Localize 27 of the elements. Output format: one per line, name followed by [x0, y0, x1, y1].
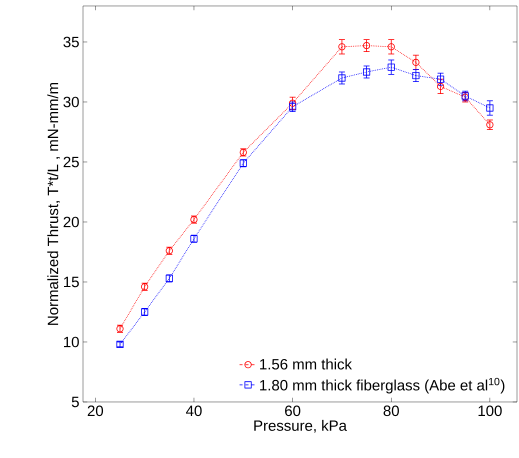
point: [338, 74, 346, 82]
point: [362, 42, 370, 50]
x-tick-label: 40: [186, 406, 202, 416]
point: [486, 104, 494, 112]
point: [388, 43, 395, 50]
legend-label: 1.56 mm thick: [260, 358, 352, 370]
y-tick-label: 10: [64, 336, 79, 348]
x-tick-label: 100: [478, 406, 502, 416]
y-tick-label: 20: [64, 216, 79, 228]
x-tick-label: 20: [88, 406, 104, 416]
x-tick-label: 60: [285, 406, 300, 416]
y-axis-title: Normalized Thrust, T*t/L , mN-mm/m: [47, 82, 60, 325]
point: [412, 72, 420, 80]
point: [436, 76, 444, 83]
point: [436, 82, 444, 90]
legend-label: 1.80 mm thick fiberglass (Abe et al$^{10}$): [260, 378, 504, 394]
point: [338, 43, 346, 50]
point: [388, 64, 395, 71]
x-axis-title: Pressure, kPa: [254, 420, 347, 433]
x-tick-label: 80: [384, 406, 399, 416]
y-tick-label: 5: [72, 396, 79, 408]
y-tick-label: 25: [64, 156, 79, 168]
y-tick-label: 35: [63, 36, 79, 48]
point: [412, 58, 420, 66]
y-tick-label: 15: [64, 276, 79, 288]
y-tick-label: 30: [63, 96, 79, 108]
point: [362, 68, 370, 76]
